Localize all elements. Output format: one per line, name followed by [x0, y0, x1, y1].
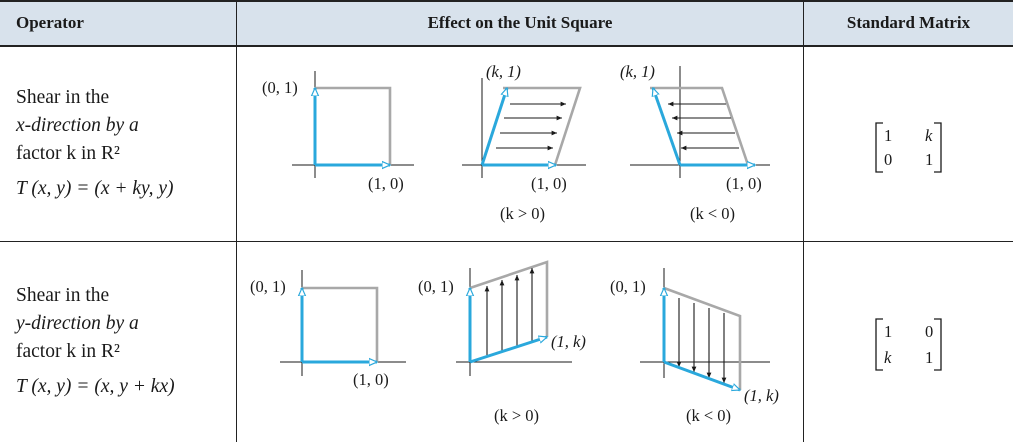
label-1-0: (1, 0)	[531, 174, 567, 193]
vector-t-e2	[651, 88, 682, 166]
table-header	[0, 0, 1013, 45]
unit-square-outline	[315, 86, 392, 165]
label-0-1: (0, 1)	[418, 277, 454, 296]
label-0-1: (0, 1)	[250, 277, 286, 296]
vector-t-e1	[663, 360, 740, 392]
operator-formula: T (x, y) = (x + ky, y)	[16, 178, 174, 199]
column-divider-2	[803, 0, 804, 442]
sheared-outline-k-neg	[650, 86, 750, 166]
operator-cell-x-shear: Shear in the x-direction by a factor k i…	[16, 84, 174, 203]
matrix-bracket-left	[875, 318, 883, 371]
matrix-entry: 1	[884, 126, 892, 145]
matrix-entry: k	[925, 126, 933, 145]
top-rule	[0, 0, 1013, 2]
label-0-1: (0, 1)	[610, 277, 646, 296]
condition-k-positive: (k > 0)	[494, 406, 539, 425]
matrix-entry: 1	[925, 348, 933, 367]
row-divider	[0, 241, 1013, 242]
matrix-entry: 0	[884, 150, 892, 169]
header-effect: Effect on the Unit Square	[427, 12, 613, 32]
matrix-entry: 1	[925, 150, 933, 169]
label-1-0: (1, 0)	[368, 174, 404, 193]
label-1-k: (1, k)	[744, 386, 779, 405]
matrix-bracket-right	[934, 318, 942, 371]
label-1-0: (1, 0)	[353, 370, 389, 389]
label-k-1: (k, 1)	[620, 62, 655, 81]
vector-t-e1	[469, 337, 547, 364]
header-matrix: Standard Matrix	[846, 12, 971, 32]
operator-cell-y-shear: Shear in the y-direction by a factor k i…	[16, 282, 175, 401]
matrix-entry: 1	[884, 322, 892, 341]
unit-square-outline	[302, 286, 379, 362]
label-1-k: (1, k)	[551, 332, 586, 351]
condition-k-negative: (k < 0)	[690, 204, 735, 223]
operator-line: Shear in the	[16, 87, 110, 108]
sheared-outline-k-neg	[663, 286, 742, 390]
operator-line: x-direction by a	[16, 115, 139, 136]
matrix-bracket-left	[875, 122, 883, 173]
label-0-1: (0, 1)	[262, 78, 298, 97]
operator-line: factor k in R²	[16, 341, 120, 362]
condition-k-negative: (k < 0)	[686, 406, 731, 425]
operator-formula: T (x, y) = (x, y + kx)	[16, 376, 175, 397]
column-divider-1	[236, 0, 237, 442]
label-1-0: (1, 0)	[726, 174, 762, 193]
vector-t-e2	[480, 88, 507, 166]
operator-line: factor k in R²	[16, 143, 120, 164]
header-operator: Operator	[16, 12, 84, 32]
label-k-1: (k, 1)	[486, 62, 521, 81]
matrix-bracket-right	[934, 122, 942, 173]
matrix-entry: k	[884, 348, 892, 367]
sheared-outline-k-pos	[503, 86, 582, 166]
sheared-outline-k-pos	[469, 260, 549, 337]
condition-k-positive: (k > 0)	[500, 204, 545, 223]
operator-line: y-direction by a	[16, 313, 139, 334]
matrix-entry: 0	[925, 322, 933, 341]
operator-line: Shear in the	[16, 285, 110, 306]
header-rule	[0, 45, 1013, 47]
